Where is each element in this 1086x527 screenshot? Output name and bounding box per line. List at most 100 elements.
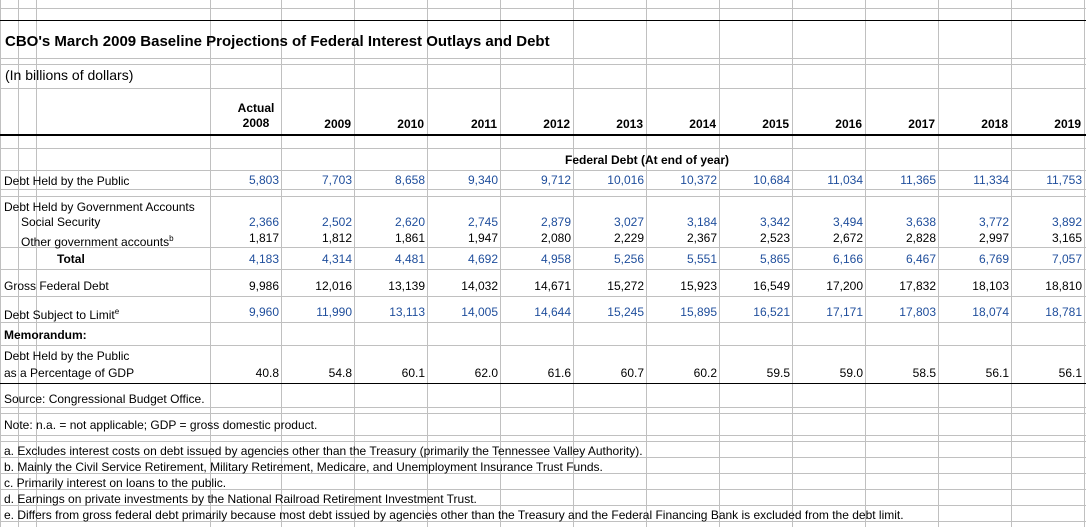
gdp-note: Note: n.a. = not applicable; GDP = gross…	[4, 418, 318, 432]
footnote-a: a. Excludes interest costs on debt issue…	[4, 444, 643, 458]
grid-vline	[938, 0, 939, 527]
grid-vline	[500, 0, 501, 527]
value-debt-public: 11,365	[900, 173, 936, 187]
grid-hline	[0, 407, 1086, 408]
debt-limit-text: Debt Subject to Limit	[4, 308, 115, 322]
value-other-gov: 1,947	[467, 231, 498, 245]
grid-vline	[427, 0, 428, 527]
units-label: (In billions of dollars)	[5, 67, 134, 83]
value-other-gov: 1,861	[394, 231, 425, 245]
grid-hline	[0, 8, 1086, 9]
grid-hline	[0, 322, 1086, 323]
year-header: 2013	[616, 117, 643, 131]
row-label-other-gov: Other government accountsb	[21, 232, 174, 249]
row-label-pct-gdp-1: Debt Held by the Public	[4, 349, 130, 363]
value-other-gov: 2,997	[978, 231, 1009, 245]
value-other-gov: 1,812	[321, 231, 352, 245]
grid-vline	[18, 0, 19, 527]
footnote-marker-b: b	[169, 234, 174, 243]
value-pct-gdp: 56.1	[985, 366, 1009, 380]
value-total: 4,314	[321, 252, 352, 266]
other-gov-text: Other government accounts	[21, 235, 170, 249]
value-other-gov: 2,523	[759, 231, 790, 245]
value-gross-debt: 18,103	[972, 279, 1009, 293]
value-debt-public: 11,753	[1046, 173, 1082, 187]
value-gross-debt: 14,032	[461, 279, 498, 293]
grid-hline	[0, 58, 1086, 59]
memorandum-label: Memorandum:	[4, 328, 87, 342]
grid-hline	[0, 247, 1086, 248]
value-other-gov: 2,672	[832, 231, 863, 245]
value-other-gov: 1,817	[248, 231, 279, 245]
year-header: 2014	[689, 117, 716, 131]
value-other-gov: 2,828	[905, 231, 936, 245]
value-total: 7,057	[1051, 252, 1082, 266]
grid-hline	[0, 148, 1086, 149]
value-social-security: 3,494	[832, 215, 863, 229]
value-gross-debt: 13,139	[388, 279, 425, 293]
grid-hline	[0, 170, 1086, 171]
row-label-pct-gdp-2: as a Percentage of GDP	[4, 366, 135, 380]
value-pct-gdp: 58.5	[912, 366, 936, 380]
grid-vline	[646, 0, 647, 527]
grid-hline	[0, 441, 1086, 442]
footnote-c: c. Primarily interest on loans to the pu…	[4, 476, 227, 490]
value-debt-public: 10,372	[680, 173, 717, 187]
footnote-marker-e: e	[114, 307, 120, 316]
value-pct-gdp: 59.5	[766, 366, 790, 380]
value-gross-debt: 15,272	[607, 279, 644, 293]
grid-hline	[0, 345, 1086, 346]
year-header: 2012	[543, 117, 570, 131]
value-social-security: 3,772	[978, 215, 1009, 229]
value-debt-public: 9,712	[540, 173, 571, 187]
value-social-security: 2,745	[467, 215, 498, 229]
year-header: 2009	[324, 117, 351, 131]
value-total: 6,769	[978, 252, 1009, 266]
grid-hline	[0, 189, 1086, 190]
grid-vline	[865, 0, 866, 527]
value-pct-gdp: 54.8	[328, 366, 352, 380]
footnote-b: b. Mainly the Civil Service Retirement, …	[4, 460, 603, 474]
footnote-e: e. Differs from gross federal debt prima…	[4, 508, 904, 522]
table-title: CBO's March 2009 Baseline Projections of…	[5, 33, 550, 50]
value-debt-public: 10,016	[607, 173, 644, 187]
grid-hline	[0, 521, 1086, 522]
grid-vline	[573, 0, 574, 527]
value-pct-gdp: 62.0	[474, 366, 498, 380]
grid-vline	[792, 0, 793, 527]
value-debt-limit: 17,171	[826, 305, 863, 319]
grid-vline	[0, 0, 1, 527]
grid-vline	[354, 0, 355, 527]
value-social-security: 2,366	[248, 215, 279, 229]
value-social-security: 3,892	[1051, 215, 1082, 229]
year-header: 2010	[397, 117, 424, 131]
value-debt-public: 10,684	[753, 173, 790, 187]
value-gross-debt: 18,810	[1045, 279, 1082, 293]
actual-label: Actual	[237, 101, 275, 115]
value-debt-limit: 13,113	[389, 305, 425, 319]
value-total: 4,692	[467, 252, 498, 266]
value-debt-limit: 18,781	[1045, 305, 1082, 319]
value-pct-gdp: 60.1	[401, 366, 425, 380]
value-gross-debt: 12,016	[315, 279, 352, 293]
grid-vline	[281, 0, 282, 527]
value-other-gov: 2,229	[613, 231, 644, 245]
grid-vline	[719, 0, 720, 527]
value-debt-public: 8,658	[394, 173, 425, 187]
year-header: 2017	[908, 117, 935, 131]
value-gross-debt: 17,832	[899, 279, 936, 293]
value-other-gov: 3,165	[1051, 231, 1082, 245]
year-header: 2008	[242, 116, 270, 130]
value-total: 4,958	[540, 252, 571, 266]
row-label-social-security: Social Security	[21, 215, 101, 229]
grid-hline	[0, 489, 1086, 490]
value-debt-limit: 16,521	[753, 305, 790, 319]
value-gross-debt: 14,671	[534, 279, 571, 293]
value-social-security: 2,502	[321, 215, 352, 229]
year-header: 2011	[470, 117, 497, 131]
grid-vline	[36, 0, 37, 527]
value-pct-gdp: 61.6	[547, 366, 571, 380]
row-label-gross-debt: Gross Federal Debt	[4, 279, 109, 293]
value-debt-limit: 15,895	[680, 305, 717, 319]
